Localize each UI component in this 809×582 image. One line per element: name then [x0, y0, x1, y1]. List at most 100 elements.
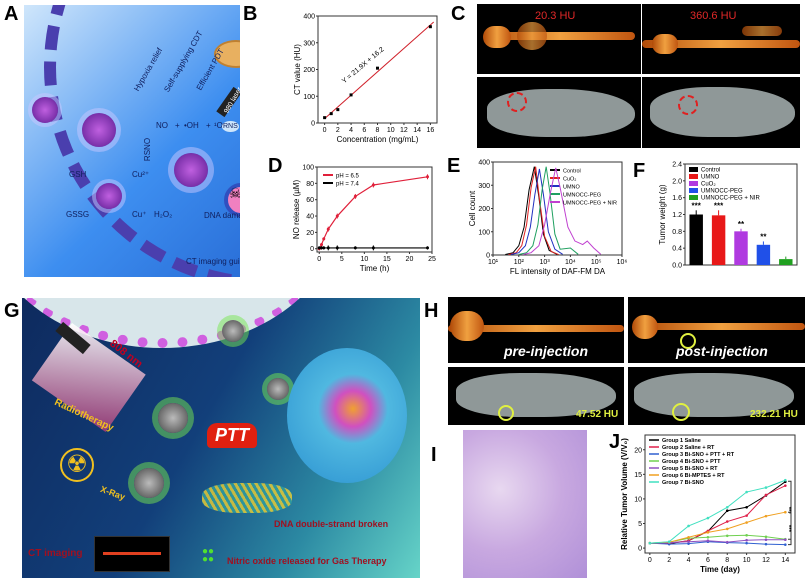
- panel-label-g: G: [4, 300, 20, 322]
- label-cu1: Cu⁺: [132, 210, 147, 219]
- label-singlet-oxygen: ¹O₂: [214, 121, 226, 130]
- ct-3d-post: 360.6 HU: [642, 4, 800, 74]
- y-tick-label: 1.6: [672, 195, 682, 202]
- skull-icon: ☠: [229, 185, 240, 201]
- data-point: [725, 505, 729, 509]
- series-line: [505, 166, 558, 256]
- legend-label: UMNO: [701, 175, 720, 181]
- data-point: [745, 521, 748, 524]
- legend-label: pH = 6.5: [336, 174, 360, 180]
- x-tick-label: 10: [387, 127, 395, 134]
- x-tick-label: 14: [781, 557, 789, 564]
- legend-swatch: [689, 181, 698, 186]
- nanoparticle-icon: [32, 97, 58, 123]
- label-plus: +: [206, 121, 211, 130]
- data-point: [725, 540, 729, 544]
- label-cu2: Cu²⁺: [132, 170, 150, 179]
- data-point: [784, 478, 787, 482]
- data-point: [326, 227, 330, 231]
- y-tick-label: 0: [638, 546, 642, 553]
- data-point: [764, 538, 768, 542]
- data-point: [336, 108, 340, 112]
- label-gssg: GSSG: [66, 210, 90, 219]
- x-tick-label: 14: [413, 127, 421, 134]
- significance-marker: ***: [785, 507, 791, 515]
- nanoparticle-icon: [158, 403, 188, 433]
- y-tick-label: 20: [306, 230, 314, 237]
- series-line: [523, 167, 602, 256]
- label-post-injection: post-injection: [676, 343, 768, 359]
- bar: [779, 259, 793, 265]
- significance-marker: ***: [692, 201, 702, 210]
- legend-label: Group 7 Bi-SNO: [662, 480, 705, 486]
- hu-value: 47.52 HU: [576, 409, 619, 420]
- data-point: [745, 541, 748, 545]
- x-tick-label: 0: [648, 557, 652, 564]
- data-point: [725, 509, 729, 513]
- significance-bracket: [788, 511, 792, 546]
- cell-nucleus-icon: [224, 183, 240, 217]
- data-point: [376, 66, 379, 70]
- nanoparticle-icon: [134, 468, 164, 498]
- x-tick-label: 10⁶: [617, 259, 628, 266]
- nanoparticle-icon: [96, 183, 122, 209]
- y-tick-label: 0: [310, 246, 314, 253]
- panel-label-j: J: [609, 431, 621, 453]
- y-tick-label: 2.4: [672, 162, 682, 169]
- data-point: [784, 538, 787, 542]
- data-point: [745, 505, 748, 509]
- data-point: [725, 534, 729, 538]
- x-tick-label: 10⁵: [591, 259, 602, 266]
- panel-label-i: I: [431, 444, 437, 466]
- legend-label: Group 4 Bi-SNO + PTT: [662, 459, 721, 465]
- panel-g-illustration: 808 nm PTT Radiotherapy ☢ X-Ray DNA doub…: [22, 298, 420, 578]
- x-tick-label: 12: [400, 127, 408, 134]
- data-point: [745, 538, 748, 542]
- data-point: [667, 540, 671, 543]
- label-pre-injection: pre-injection: [504, 343, 589, 359]
- legend-swatch: [689, 167, 698, 172]
- y-axis-label: CT value (HU): [293, 44, 302, 95]
- label-rns: RNS: [222, 121, 239, 132]
- x-tick-label: 10³: [540, 259, 551, 266]
- data-point: [322, 237, 326, 241]
- legend-label: UMNO: [563, 185, 581, 191]
- x-tick-label: 6: [706, 557, 710, 564]
- x-tick-label: 15: [383, 256, 391, 263]
- data-point: [784, 484, 787, 487]
- data-point: [706, 535, 710, 539]
- legend-label: Group 1 Saline: [662, 438, 701, 444]
- x-tick-label: 12: [762, 557, 770, 564]
- panel-label-h: H: [424, 300, 439, 322]
- series-line: [649, 511, 786, 544]
- data-point: [706, 516, 710, 520]
- legend-label: CuO₂: [563, 177, 576, 183]
- data-point: [425, 246, 429, 250]
- label-no: NO: [156, 121, 168, 130]
- y-axis-label: Relative Tumor Volume (V/V₀): [620, 438, 629, 550]
- y-tick-label: 20: [634, 447, 642, 454]
- data-point: [371, 246, 375, 250]
- y-axis-label: NO release (µM): [292, 180, 301, 240]
- y-tick-label: 0.8: [672, 229, 682, 236]
- x-axis-label: FL intensity of DAF-FM DA: [510, 267, 606, 276]
- panel-label-c: C: [451, 3, 466, 25]
- label-nitric-oxide: Nitric oxide released for Gas Therapy: [227, 556, 387, 566]
- ct-3d-post-injection: post-injection: [628, 297, 805, 363]
- label-ptt: PTT: [207, 423, 257, 448]
- data-point: [764, 535, 768, 539]
- x-tick-label: 10: [743, 557, 751, 564]
- x-tick-label: 10⁴: [565, 259, 576, 266]
- panel-label-d: D: [268, 155, 283, 177]
- y-tick-label: 400: [478, 160, 490, 167]
- data-point: [687, 535, 690, 539]
- y-tick-label: 100: [303, 94, 315, 101]
- data-point: [725, 527, 729, 531]
- x-tick-label: 10: [360, 256, 368, 263]
- significance-marker: ***: [785, 525, 791, 533]
- legend-swatch: [689, 174, 698, 179]
- data-point: [329, 112, 333, 116]
- legend-label: Control: [701, 168, 720, 174]
- data-point: [353, 246, 357, 250]
